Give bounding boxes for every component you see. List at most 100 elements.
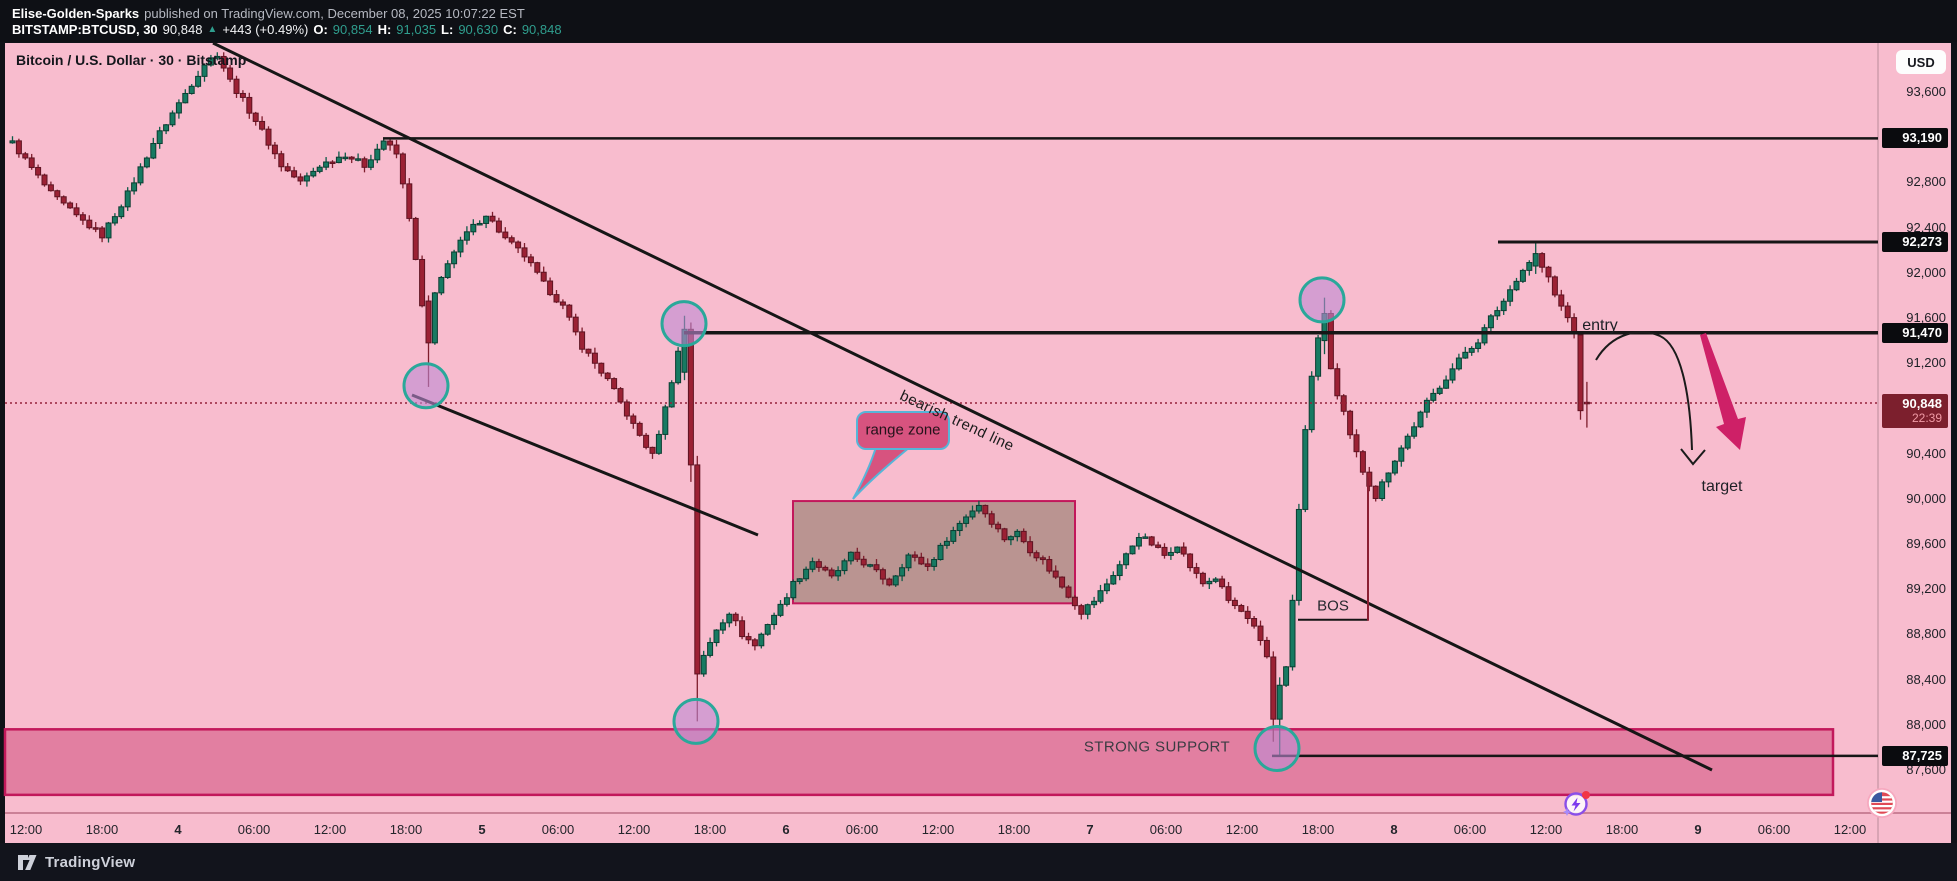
candle — [1526, 262, 1533, 271]
candle — [1443, 379, 1450, 389]
candle — [566, 304, 573, 318]
candle — [1027, 541, 1034, 554]
candle — [425, 300, 432, 344]
candle — [86, 219, 93, 229]
time-tick-23: 06:00 — [1757, 822, 1791, 837]
price-tick-89,200: 89,200 — [1906, 581, 1946, 597]
strong-support-zone[interactable] — [3, 728, 1835, 797]
candle — [1110, 575, 1117, 585]
candle — [867, 564, 874, 567]
candle — [1276, 684, 1283, 720]
lower-channel-line[interactable] — [411, 393, 759, 537]
candle — [623, 401, 630, 417]
candle — [1199, 572, 1206, 585]
candle — [9, 140, 16, 144]
candle — [22, 153, 29, 159]
candle — [803, 568, 810, 580]
swing-circle-2[interactable] — [660, 300, 708, 348]
entry-curve-arrowhead — [1680, 448, 1706, 466]
currency-toggle-button[interactable]: USD — [1896, 50, 1946, 74]
candle — [783, 597, 790, 605]
entry-label[interactable]: entry — [1582, 317, 1618, 334]
target-label[interactable]: target — [1701, 478, 1743, 495]
candle — [1359, 451, 1366, 473]
candle — [1180, 546, 1187, 555]
candle — [476, 222, 483, 226]
candle — [931, 559, 938, 567]
candle — [1091, 600, 1098, 606]
entry-curve-arrow[interactable] — [1595, 331, 1693, 451]
candle — [726, 613, 733, 624]
candle — [1251, 618, 1258, 627]
candle — [483, 215, 490, 224]
swing-circle-1[interactable] — [402, 362, 450, 410]
sparkle-reaction-icon[interactable] — [1560, 786, 1594, 825]
candle — [502, 231, 509, 239]
swing-circle-4[interactable] — [1298, 276, 1346, 324]
tradingview-logo[interactable]: TradingView — [18, 854, 135, 871]
candle — [617, 388, 624, 403]
price-tick-93,600: 93,600 — [1906, 84, 1946, 99]
candle — [1577, 334, 1584, 412]
chart-legend-title[interactable]: Bitcoin / U.S. Dollar · 30 · Bitstamp — [16, 52, 247, 68]
candle — [92, 227, 99, 230]
candle — [969, 510, 976, 518]
candle — [297, 176, 304, 182]
candle — [572, 316, 579, 333]
candle — [515, 241, 522, 249]
candle — [1283, 666, 1290, 686]
candle — [975, 504, 982, 512]
candle — [995, 523, 1002, 530]
target-arrow[interactable] — [1700, 333, 1746, 450]
candle — [1404, 435, 1411, 449]
candle — [1366, 471, 1373, 487]
author-name: Elise-Golden-Sparks — [12, 5, 140, 21]
candle — [649, 446, 656, 454]
strong-support-label[interactable]: STRONG SUPPORT — [1083, 738, 1231, 756]
candle — [611, 378, 618, 390]
candle — [1001, 528, 1008, 541]
candle — [950, 530, 957, 542]
candle — [303, 175, 310, 182]
candle — [1014, 530, 1021, 538]
candle — [598, 362, 605, 374]
bos-label[interactable]: BOS — [1317, 597, 1349, 615]
swing-circle-5[interactable] — [1253, 725, 1301, 773]
candle — [188, 85, 195, 94]
candle — [182, 92, 189, 104]
us-flag-icon — [1866, 787, 1898, 824]
candle — [156, 130, 163, 145]
range-zone-callout-label[interactable]: range zone — [865, 421, 941, 439]
range-zone-callout-bubble[interactable] — [856, 411, 950, 450]
candle — [822, 566, 829, 571]
candle — [1071, 596, 1078, 607]
candle — [380, 140, 387, 150]
candle — [131, 182, 138, 192]
swing-circle-3[interactable] — [672, 697, 720, 745]
candle — [630, 415, 637, 424]
time-tick-13: 18:00 — [997, 822, 1031, 837]
candle — [1129, 545, 1136, 555]
range-zone-callout-tail[interactable] — [852, 446, 913, 500]
bearish-trendline[interactable] — [212, 41, 1713, 772]
candle — [694, 464, 701, 675]
candle — [771, 614, 778, 626]
candle — [1462, 351, 1469, 359]
candle — [1020, 530, 1027, 543]
candle — [815, 561, 822, 568]
candle — [527, 256, 534, 264]
candle — [924, 563, 931, 567]
candle — [393, 144, 400, 155]
candle — [719, 622, 726, 631]
time-tick-1: 18:00 — [85, 822, 119, 837]
candle — [323, 161, 330, 168]
candle — [387, 140, 394, 146]
candle — [1187, 553, 1194, 569]
time-tick-9: 18:00 — [693, 822, 727, 837]
candle — [886, 578, 893, 586]
candle — [1475, 342, 1482, 349]
candle — [508, 237, 515, 243]
time-tick-3: 06:00 — [237, 822, 271, 837]
candle — [585, 348, 592, 354]
